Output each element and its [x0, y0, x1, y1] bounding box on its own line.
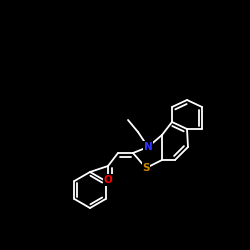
Text: S: S [142, 163, 150, 173]
Text: O: O [104, 175, 112, 185]
Text: N: N [144, 142, 152, 152]
